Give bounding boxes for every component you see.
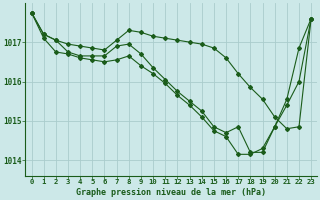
X-axis label: Graphe pression niveau de la mer (hPa): Graphe pression niveau de la mer (hPa) <box>76 188 266 197</box>
